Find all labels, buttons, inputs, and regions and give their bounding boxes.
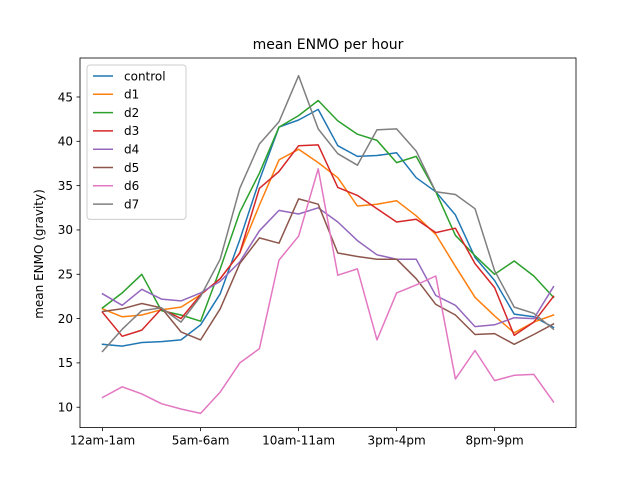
y-tick-label: 20	[58, 312, 73, 326]
y-tick-label: 35	[58, 179, 73, 193]
chart-title: mean ENMO per hour	[253, 37, 404, 53]
legend-label-d3: d3	[124, 124, 139, 138]
x-tick-label: 12am-1am	[70, 434, 135, 448]
y-tick-label: 25	[58, 268, 73, 282]
series-line-d6	[101, 168, 555, 415]
series-line-d1	[101, 148, 555, 334]
legend-label-d4: d4	[124, 143, 139, 157]
y-axis: 10 15 20 25 30 35 40 45	[58, 90, 80, 415]
x-tick-label: 8pm-9pm	[466, 434, 524, 448]
series-lines	[101, 74, 555, 415]
series-line-d2	[101, 99, 555, 322]
series-line-d5	[101, 198, 555, 346]
x-tick-label: 3pm-4pm	[368, 434, 426, 448]
y-tick-label: 15	[58, 356, 73, 370]
y-tick-label: 45	[58, 90, 73, 104]
series-line-d4	[101, 207, 555, 328]
axes-frame	[79, 57, 577, 429]
legend-label-control: control	[124, 69, 166, 83]
series-line-d7	[101, 74, 555, 353]
y-tick-label: 40	[58, 135, 73, 149]
series-line-control	[101, 108, 555, 347]
y-tick-label: 10	[58, 401, 73, 415]
y-tick-label: 30	[58, 223, 73, 237]
legend-label-d7: d7	[124, 197, 139, 211]
y-axis-label: mean ENMO (gravity)	[32, 189, 46, 319]
series-line-d3	[101, 144, 555, 338]
legend: control d1 d2 d3 d4 d5 d6 d7	[86, 64, 187, 220]
x-tick-label: 10am-11am	[262, 434, 335, 448]
x-axis: 12am-1am 5am-6am 10am-11am 3pm-4pm 8pm-9pm	[70, 427, 524, 448]
legend-label-d5: d5	[124, 161, 139, 175]
legend-box	[86, 64, 187, 220]
x-tick-label: 5am-6am	[172, 434, 230, 448]
legend-label-d2: d2	[124, 106, 139, 120]
legend-label-d6: d6	[124, 179, 139, 193]
legend-label-d1: d1	[124, 88, 139, 102]
